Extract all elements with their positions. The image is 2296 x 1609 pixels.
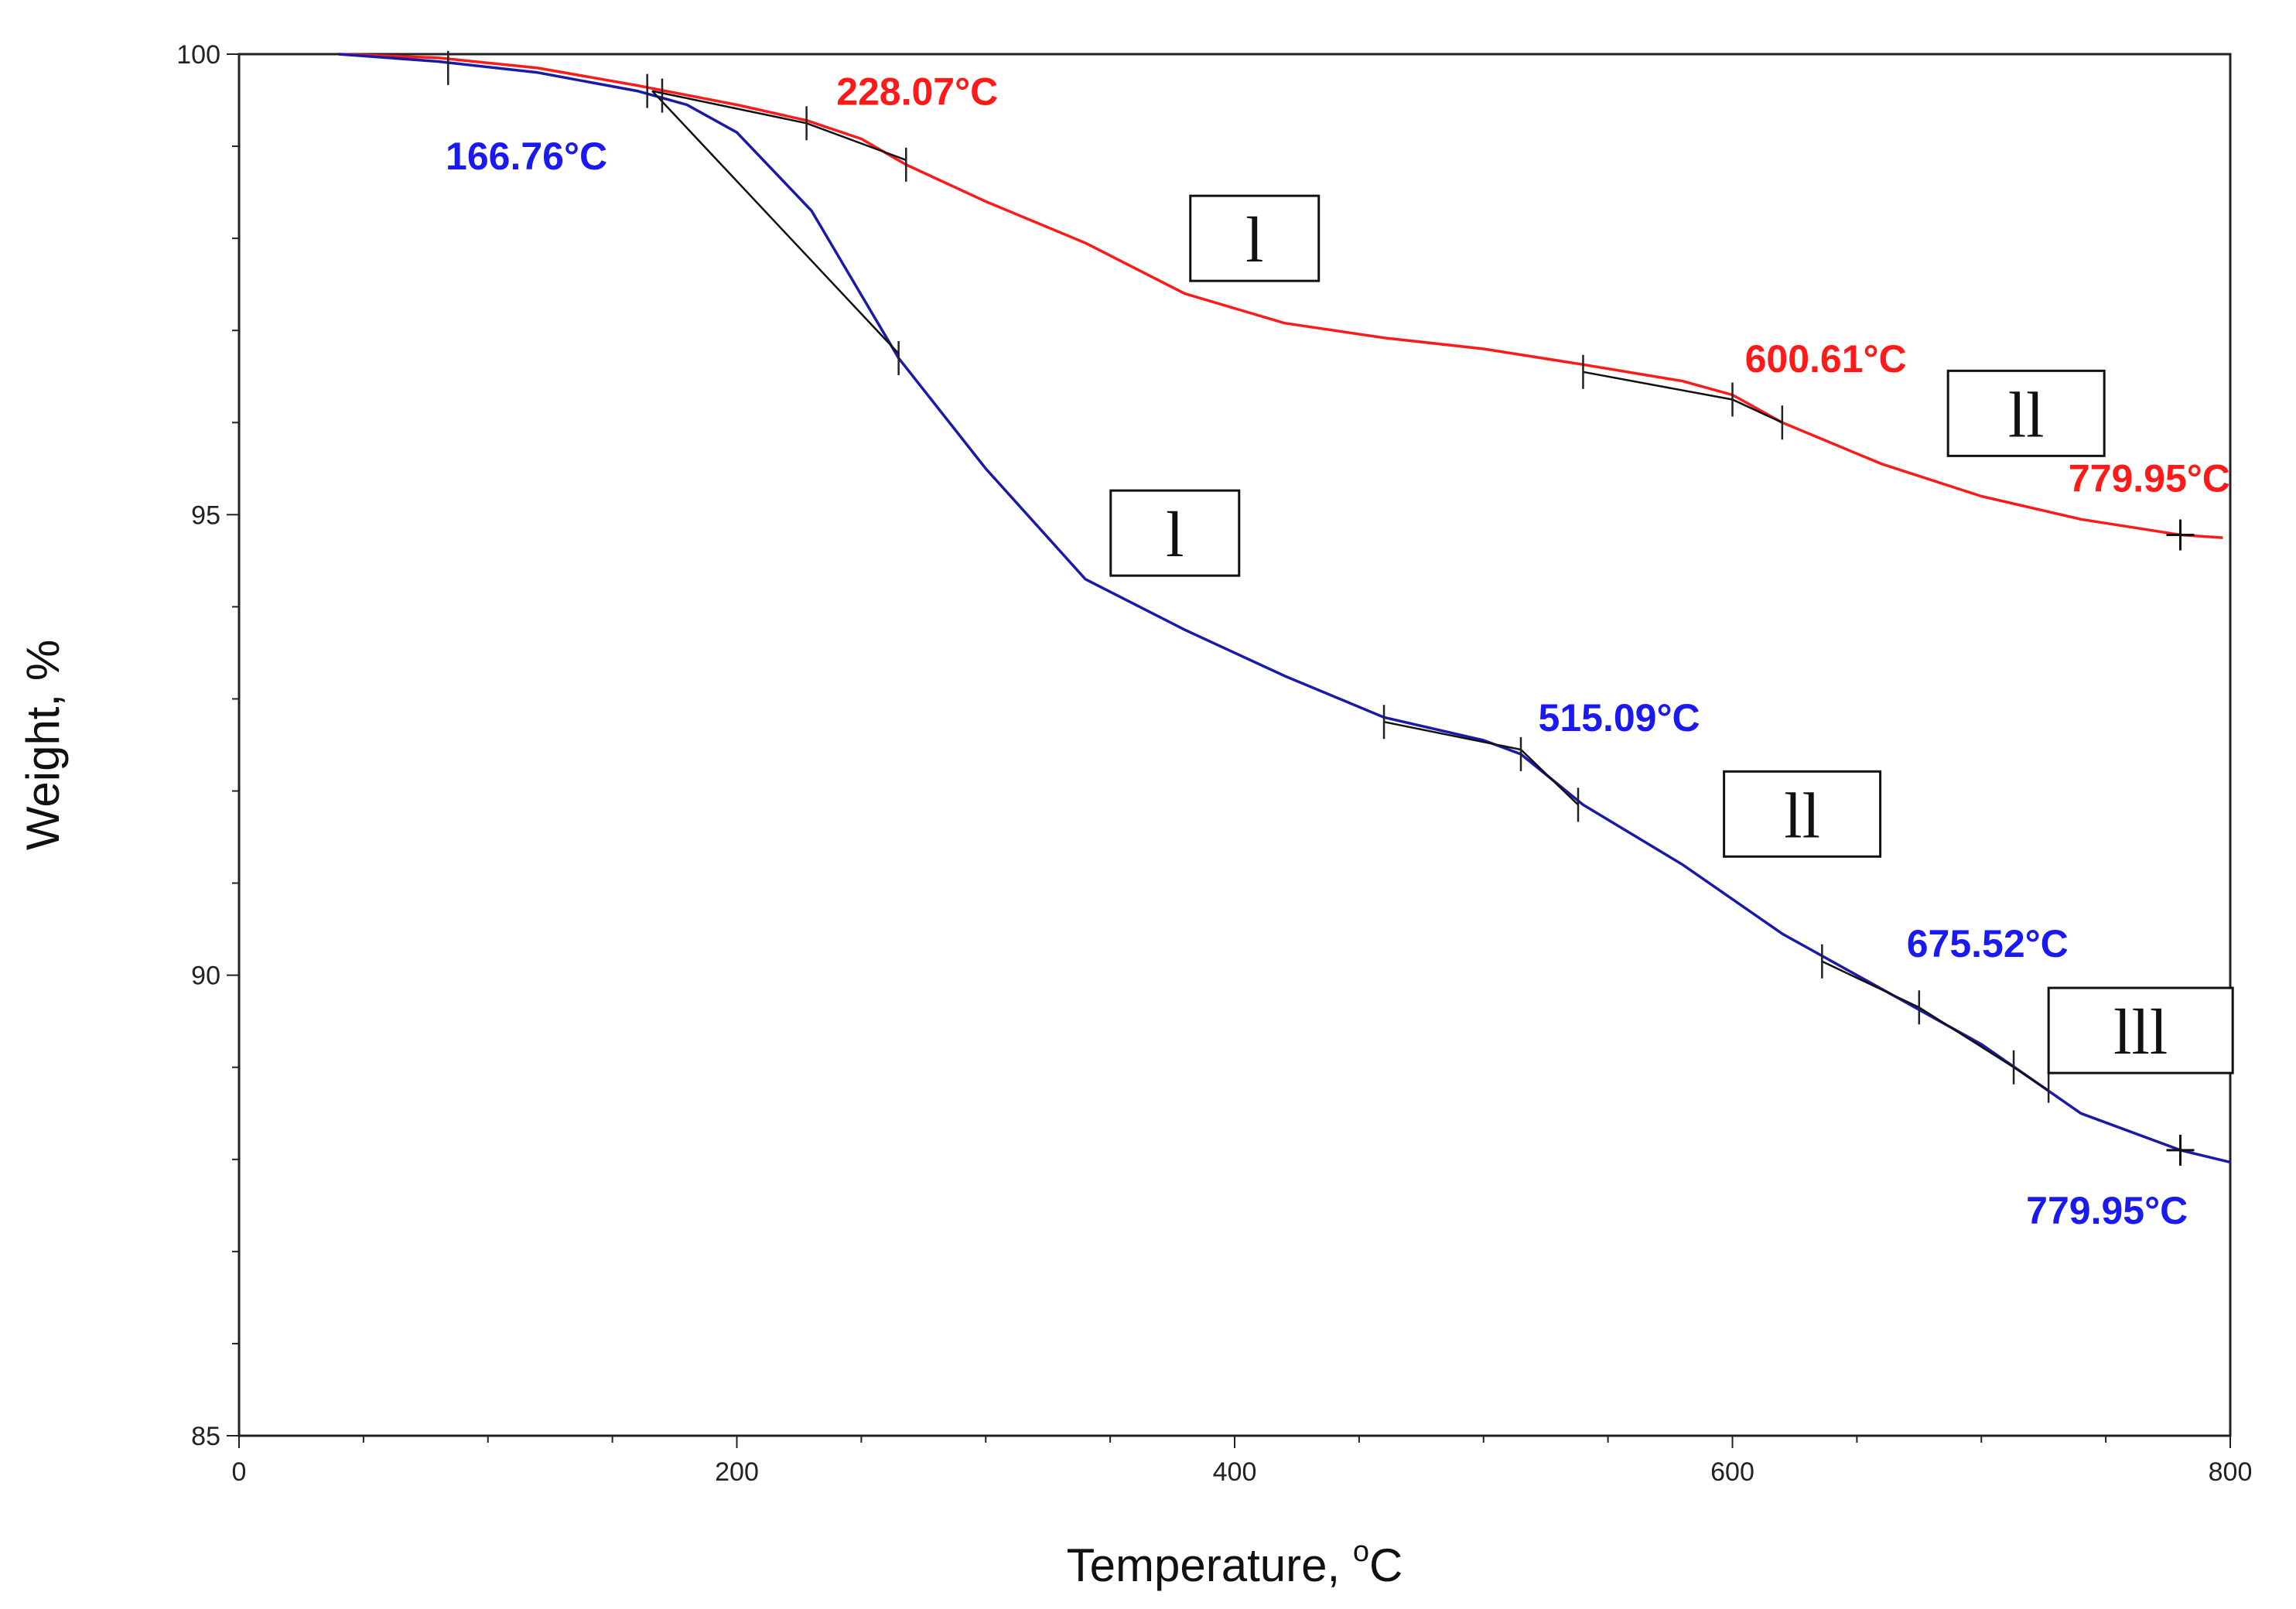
stage-label-text: l	[1245, 204, 1263, 276]
temperature-annotation: 779.95°C	[2069, 457, 2230, 500]
stage-label-frame	[1946, 369, 2106, 457]
x-tick-label: 400	[1213, 1457, 1257, 1487]
x-axis-title-text: Temperature,	[1067, 1539, 1353, 1591]
temperature-annotations: 228.07°C 166.76°C 600.61°C 779.95°C 515.09°C…	[446, 70, 2230, 1232]
x-tick-label: 800	[2209, 1457, 2253, 1487]
stage-label-frame	[1723, 770, 1882, 858]
weight-curves	[338, 53, 2231, 1164]
tangent-line	[651, 90, 900, 354]
series-line-blue	[338, 53, 2231, 1164]
temperature-annotation: 675.52°C	[1907, 922, 2069, 965]
x-axis-title-sup: o	[1353, 1536, 1369, 1568]
temperature-annotation: 779.95°C	[2026, 1189, 2188, 1232]
temperature-annotation: 228.07°C	[836, 70, 998, 113]
stage-label-text: ll	[2008, 379, 2045, 451]
x-tick-label: 0	[232, 1457, 247, 1487]
stage-label-frame	[1109, 489, 1241, 577]
temperature-annotation: 515.09°C	[1539, 696, 1700, 740]
stage-label-frame	[2047, 986, 2234, 1074]
y-tick-label: 100	[176, 40, 220, 70]
tangent-lines	[651, 90, 2049, 1091]
stage-label-box: l	[1109, 489, 1241, 577]
x-axis-title: Temperature, oC	[1067, 1536, 1403, 1591]
stage-label-frame	[1189, 194, 1321, 282]
y-axis-title: Weight, %	[17, 640, 69, 850]
temperature-annotation: 166.76°C	[446, 135, 607, 178]
series-line-red	[338, 53, 2223, 539]
tangent-line	[1821, 960, 2049, 1091]
stage-label-box: ll	[1946, 369, 2106, 457]
stage-label-text: l	[1166, 499, 1184, 571]
y-tick-label: 90	[191, 962, 220, 991]
stage-label-text: lll	[2113, 996, 2168, 1068]
x-tick-label: 600	[1710, 1457, 1754, 1487]
temperature-annotation: 600.61°C	[1745, 337, 1907, 381]
stage-label-text: ll	[1784, 780, 1820, 852]
y-tick-label: 95	[191, 500, 220, 530]
stage-label-box: l	[1189, 194, 1321, 282]
axis-ticks: 0 200 400 600 800 85 90 95 100	[176, 40, 2252, 1487]
x-axis-title-unit: C	[1369, 1539, 1403, 1591]
y-tick-label: 85	[191, 1422, 220, 1451]
onset-tick-marks	[447, 50, 2195, 1166]
stage-label-box: ll	[1723, 770, 1882, 858]
stage-label-box: lll	[2047, 986, 2234, 1074]
x-tick-label: 200	[715, 1457, 759, 1487]
